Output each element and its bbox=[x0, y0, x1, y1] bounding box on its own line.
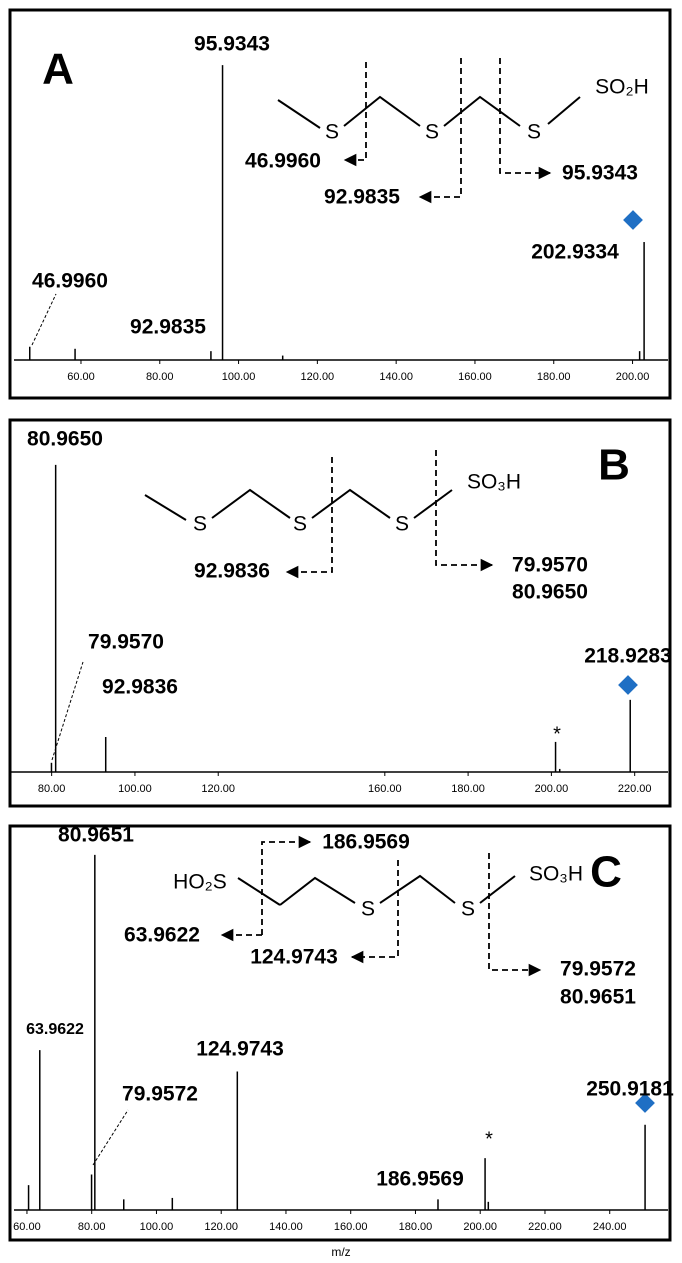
fragment-label: 95.9343 bbox=[562, 162, 638, 185]
x-tick-label: 160.00 bbox=[368, 783, 402, 795]
leader-line bbox=[51, 661, 84, 761]
peak-marker: * bbox=[553, 723, 561, 745]
peak-label: 124.9743 bbox=[196, 1038, 284, 1061]
leader-line bbox=[31, 293, 57, 346]
peak-label: 80.9651 bbox=[58, 824, 134, 847]
precursor-marker bbox=[618, 675, 638, 695]
x-tick-label: 180.00 bbox=[399, 1221, 433, 1233]
x-tick-label: 120.00 bbox=[204, 1221, 238, 1233]
peak-label: 79.9570 bbox=[88, 631, 164, 654]
peak-label: 92.9835 bbox=[130, 316, 206, 339]
x-tick-label: 120.00 bbox=[201, 783, 235, 795]
fragment-label: 79.9570 bbox=[512, 554, 588, 577]
atom: S bbox=[461, 898, 475, 921]
x-tick-label: 180.00 bbox=[537, 371, 571, 383]
fragment-label: 46.9960 bbox=[245, 150, 321, 173]
x-tick-label: 200.00 bbox=[463, 1221, 497, 1233]
fragment-label: 92.9835 bbox=[324, 186, 400, 209]
atom: S bbox=[193, 513, 207, 536]
panel-frame bbox=[8, 418, 672, 808]
structure: S S S SO₂H 46.9960 92.9835 95.9343 bbox=[245, 58, 649, 209]
x-tick-label: 220.00 bbox=[528, 1221, 562, 1233]
peak-label: 186.9569 bbox=[376, 1168, 464, 1191]
panel-label: B bbox=[598, 441, 630, 490]
fragment-label: 79.9572 bbox=[560, 958, 636, 981]
peak-label: 250.9181 bbox=[586, 1078, 674, 1101]
x-tick-label: 160.00 bbox=[458, 371, 492, 383]
peak-label: 79.9572 bbox=[122, 1083, 198, 1106]
atom: S bbox=[325, 121, 339, 144]
x-tick-label: 140.00 bbox=[269, 1221, 303, 1233]
peak-label: 92.9836 bbox=[102, 676, 178, 699]
x-tick-label: 80.00 bbox=[38, 783, 66, 795]
fragment-label: 63.9622 bbox=[124, 924, 200, 947]
x-tick-label: 180.00 bbox=[451, 783, 485, 795]
fragment-label: 186.9569 bbox=[322, 831, 410, 854]
x-tick-label: 200.00 bbox=[535, 783, 569, 795]
x-axis-label: m/z bbox=[331, 1245, 350, 1259]
x-tick-label: 120.00 bbox=[301, 371, 335, 383]
x-tick-label: 200.00 bbox=[616, 371, 650, 383]
atom: SO₂H bbox=[595, 76, 649, 99]
panel-frame bbox=[8, 8, 672, 400]
x-tick-label: 240.00 bbox=[593, 1221, 627, 1233]
fragment-label: 80.9650 bbox=[512, 581, 588, 604]
x-tick-label: 60.00 bbox=[67, 371, 95, 383]
fragment-label: 124.9743 bbox=[250, 946, 338, 969]
fragment-label: 80.9651 bbox=[560, 986, 636, 1009]
x-tick-label: 100.00 bbox=[118, 783, 152, 795]
leader-line bbox=[92, 1109, 129, 1166]
atom: SO₃H bbox=[467, 471, 521, 494]
peak-label: 46.9960 bbox=[32, 270, 108, 293]
peak-marker: * bbox=[485, 1128, 493, 1150]
panel-label: C bbox=[590, 848, 622, 897]
peak-label: 202.9334 bbox=[531, 241, 619, 264]
x-tick-label: 80.00 bbox=[146, 371, 174, 383]
atom: HO₂S bbox=[173, 871, 227, 894]
precursor-marker bbox=[623, 210, 643, 230]
atom: S bbox=[361, 898, 375, 921]
atom: S bbox=[395, 513, 409, 536]
atom: S bbox=[527, 121, 541, 144]
atom: S bbox=[293, 513, 307, 536]
atom: SO₃H bbox=[529, 863, 583, 886]
peak-label: 63.9622 bbox=[26, 1021, 84, 1038]
structure: S S S SO₃H 92.9836 79.9570 80.9650 bbox=[144, 450, 588, 604]
x-tick-label: 60.00 bbox=[13, 1221, 41, 1233]
structure: HO₂S S S SO₃H 186.9569 63.9622 124.9743 … bbox=[124, 831, 636, 1009]
panel-frame bbox=[8, 824, 672, 1242]
x-tick-label: 220.00 bbox=[618, 783, 652, 795]
x-tick-label: 100.00 bbox=[222, 371, 256, 383]
peak-label: 80.9650 bbox=[27, 428, 103, 451]
peak-label: 95.9343 bbox=[194, 33, 270, 56]
x-tick-label: 80.00 bbox=[78, 1221, 106, 1233]
x-tick-label: 160.00 bbox=[334, 1221, 368, 1233]
precursor-marker bbox=[635, 1093, 655, 1113]
peak-label: 218.9283 bbox=[584, 645, 672, 668]
panel-label: A bbox=[42, 45, 74, 94]
atom: S bbox=[425, 121, 439, 144]
fragment-label: 92.9836 bbox=[194, 560, 270, 583]
x-tick-label: 100.00 bbox=[140, 1221, 174, 1233]
x-tick-label: 140.00 bbox=[379, 371, 413, 383]
